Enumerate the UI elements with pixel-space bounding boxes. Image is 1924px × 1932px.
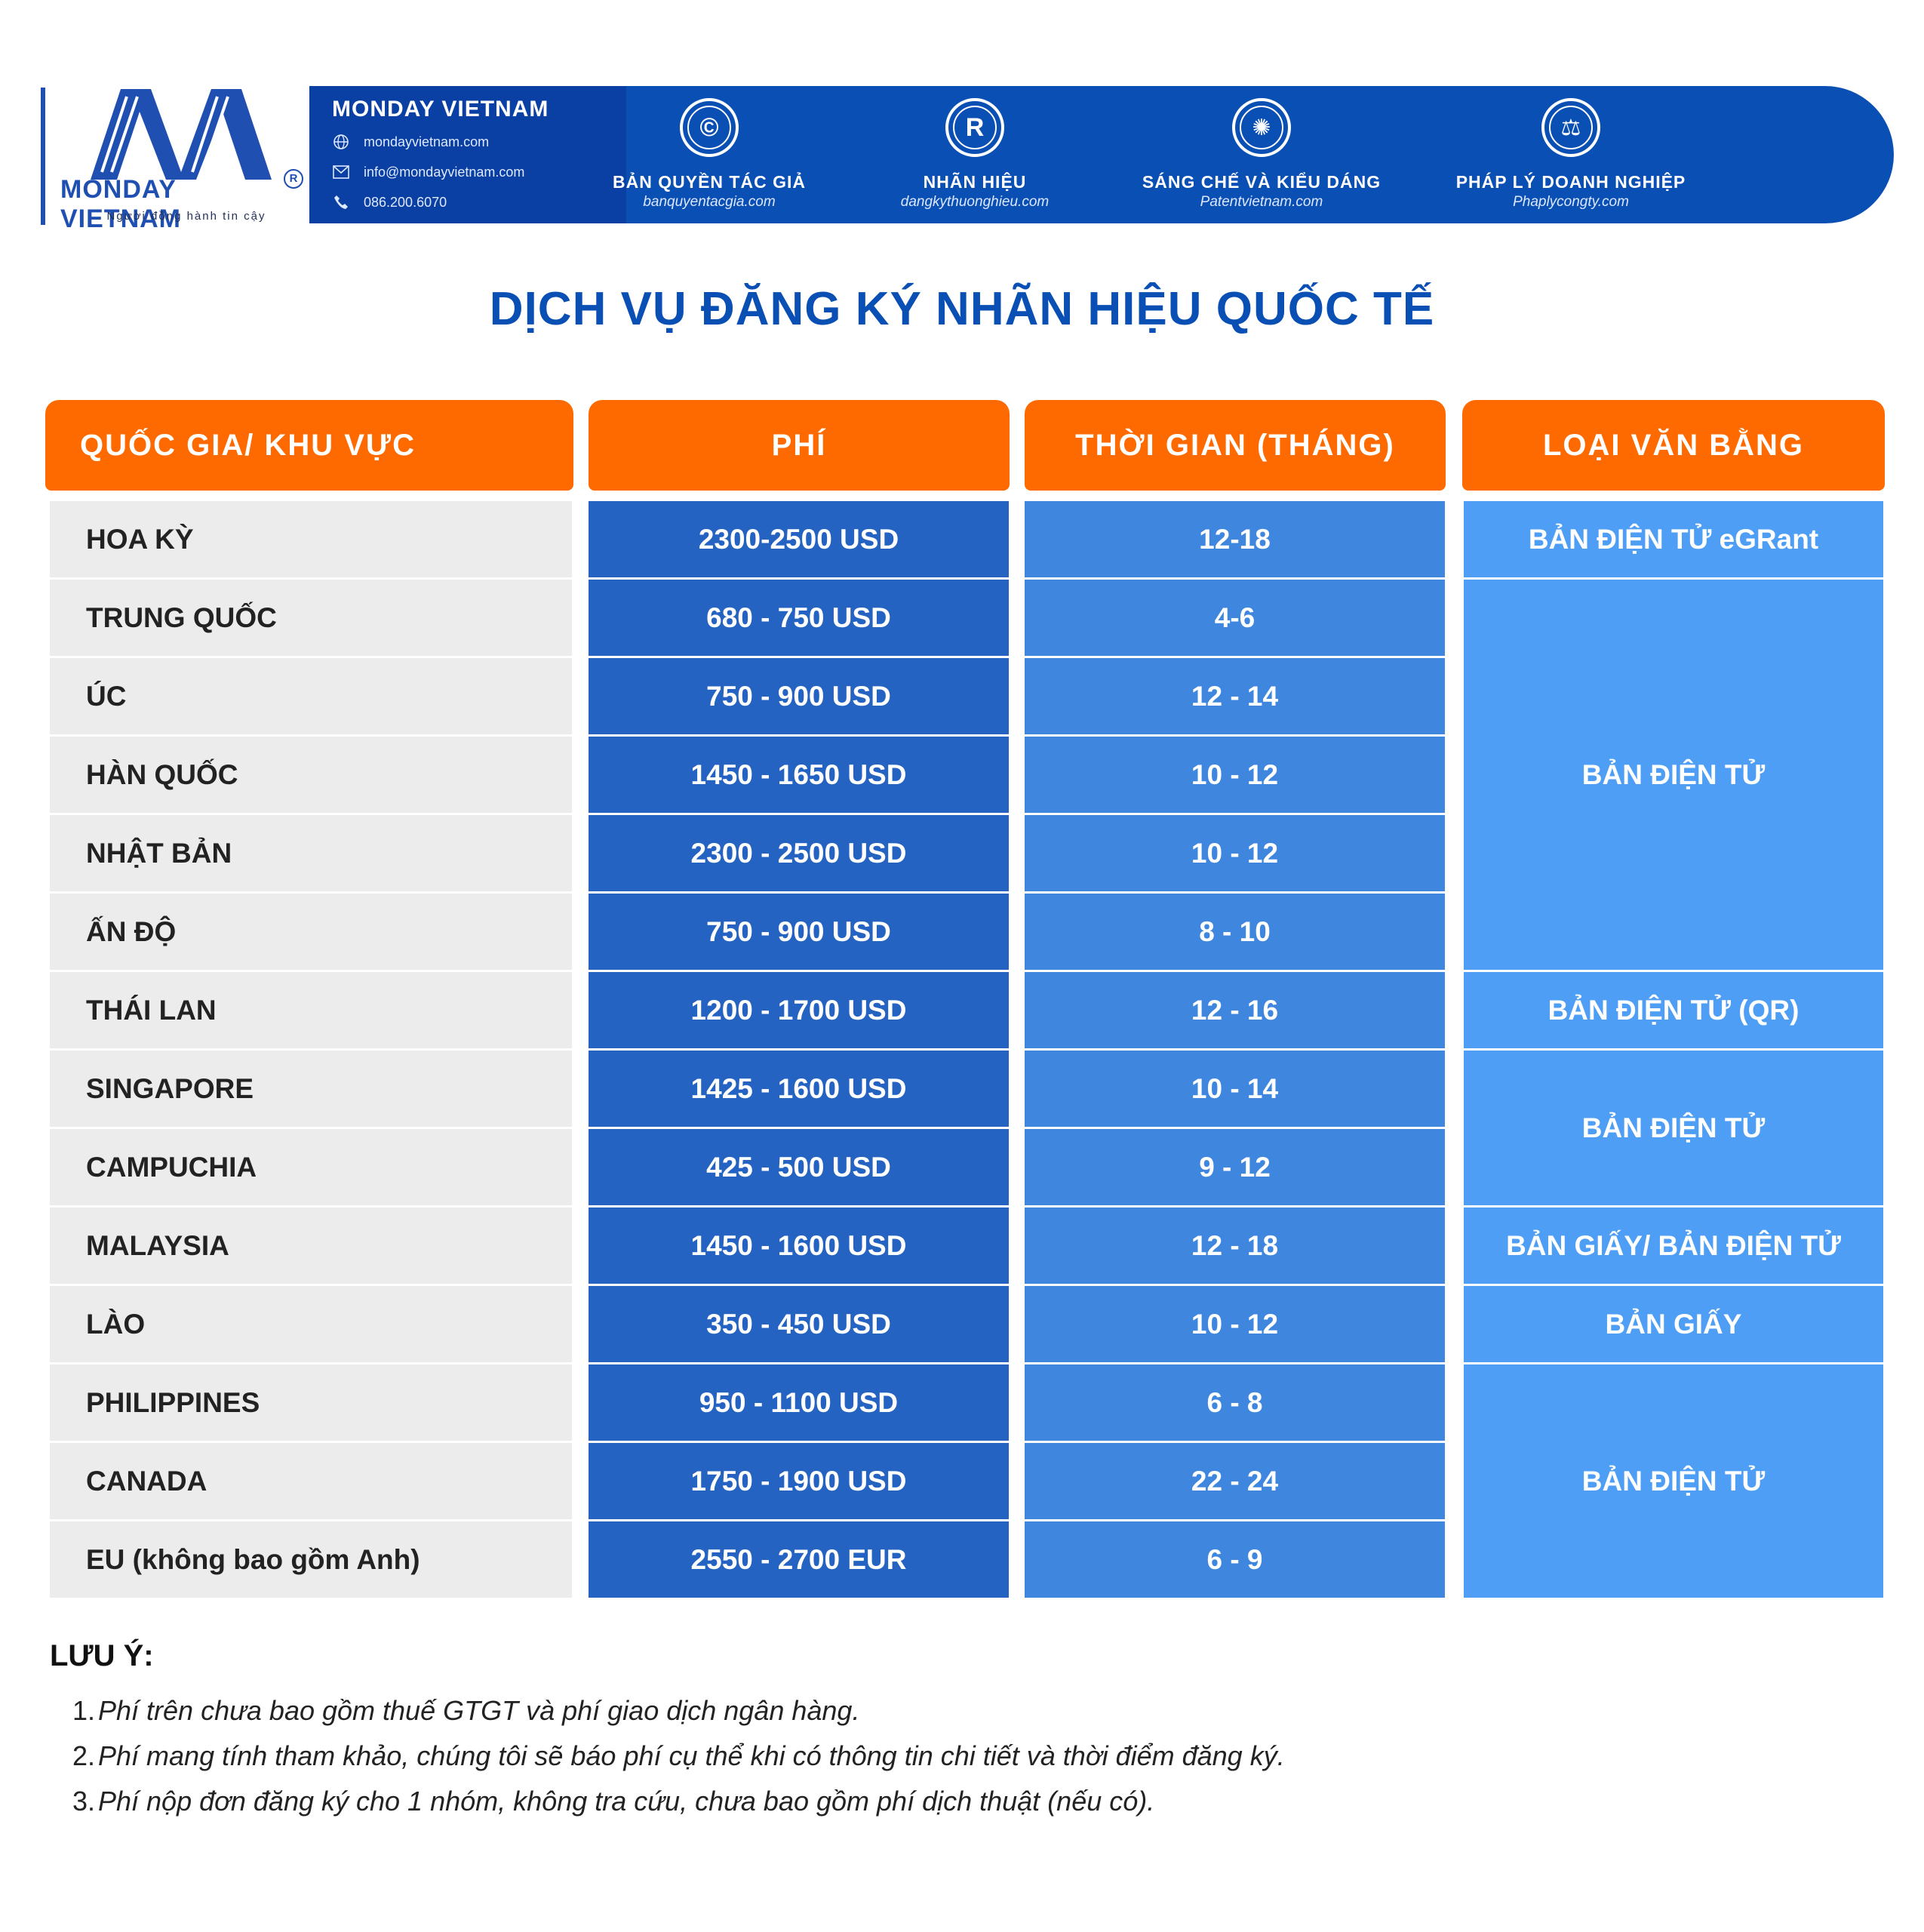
country-cell: HOA KỲ (50, 501, 572, 577)
globe-icon (332, 133, 350, 151)
registered-mark-icon: R (284, 169, 303, 189)
certificate-type-cell: BẢN ĐIỆN TỬ (1464, 580, 1883, 970)
country-cell: MALAYSIA (50, 1208, 572, 1284)
service-url: Phaplycongty.com (1513, 194, 1629, 210)
country-cell: THÁI LAN (50, 972, 572, 1048)
duration-cell: 9 - 12 (1025, 1129, 1445, 1205)
envelope-icon (332, 163, 350, 181)
service-copyright[interactable]: © BẢN QUYỀN TÁC GIẢ banquyentacgia.com (589, 98, 830, 211)
country-cell: SINGAPORE (50, 1051, 572, 1127)
fee-cell: 1750 - 1900 USD (589, 1443, 1009, 1519)
contact-website[interactable]: mondayvietnam.com (332, 133, 489, 151)
contact-phone[interactable]: 086.200.6070 (332, 193, 447, 211)
fee-cell: 1450 - 1600 USD (589, 1208, 1009, 1284)
country-cell: CAMPUCHIA (50, 1129, 572, 1205)
duration-cell: 8 - 10 (1025, 894, 1445, 970)
logo-name: MONDAY VIETNAM (60, 175, 181, 233)
logo-accent-bar (41, 88, 45, 225)
notes-title: LƯU Ý: (50, 1639, 154, 1672)
contact-email[interactable]: info@mondayvietnam.com (332, 163, 524, 181)
note-text: Phí nộp đơn đăng ký cho 1 nhóm, không tr… (98, 1786, 1155, 1817)
fee-cell: 425 - 500 USD (589, 1129, 1009, 1205)
duration-cell: 12 - 16 (1025, 972, 1445, 1048)
duration-cell: 10 - 12 (1025, 1286, 1445, 1362)
country-cell: EU (không bao gồm Anh) (50, 1521, 572, 1598)
contact-panel (309, 86, 626, 223)
logo-tagline: Người đồng hành tin cậy (106, 210, 266, 223)
column-header-country: QUỐC GIA/ KHU VỰC (45, 400, 573, 491)
duration-cell: 12 - 14 (1025, 658, 1445, 734)
fee-cell: 2550 - 2700 EUR (589, 1521, 1009, 1598)
monday-logo-icon (91, 89, 272, 180)
duration-cell: 22 - 24 (1025, 1443, 1445, 1519)
email-text: info@mondayvietnam.com (364, 164, 525, 180)
fee-cell: 1425 - 1600 USD (589, 1051, 1009, 1127)
country-cell: ÚC (50, 658, 572, 734)
page-title: DỊCH VỤ ĐĂNG KÝ NHÃN HIỆU QUỐC TẾ (489, 283, 1435, 335)
duration-cell: 6 - 8 (1025, 1364, 1445, 1441)
column-header-time: THỜI GIAN (THÁNG) (1025, 400, 1446, 491)
country-cell: NHẬT BẢN (50, 815, 572, 891)
fee-cell: 950 - 1100 USD (589, 1364, 1009, 1441)
service-legal[interactable]: ⚖ PHÁP LÝ DOANH NGHIỆP Phaplycongty.com (1450, 98, 1692, 211)
duration-cell: 6 - 9 (1025, 1521, 1445, 1598)
country-cell: ẤN ĐỘ (50, 894, 572, 970)
note-item: 3. Phí nộp đơn đăng ký cho 1 nhóm, không … (72, 1786, 1155, 1817)
duration-cell: 4-6 (1025, 580, 1445, 656)
service-patent[interactable]: ✺ SÁNG CHẾ VÀ KIỂU DÁNG Patentvietnam.co… (1141, 98, 1382, 211)
column-header-fee: PHÍ (589, 400, 1010, 491)
certificate-type-cell: BẢN ĐIỆN TỬ (QR) (1464, 972, 1883, 1048)
country-cell: LÀO (50, 1286, 572, 1362)
note-text: Phí mang tính tham khảo, chúng tôi sẽ bá… (98, 1740, 1285, 1771)
fee-cell: 750 - 900 USD (589, 894, 1009, 970)
fee-cell: 680 - 750 USD (589, 580, 1009, 656)
copyright-icon: © (680, 98, 739, 157)
service-name: NHÃN HIỆU (923, 172, 1027, 192)
certificate-type-cell: BẢN ĐIỆN TỬ eGRant (1464, 501, 1883, 577)
note-item: 2. Phí mang tính tham khảo, chúng tôi sẽ … (72, 1740, 1285, 1771)
country-cell: TRUNG QUỐC (50, 580, 572, 656)
phone-text: 086.200.6070 (364, 194, 447, 210)
banner-title: MONDAY VIETNAM (332, 97, 549, 122)
duration-cell: 10 - 14 (1025, 1051, 1445, 1127)
note-item: 1. Phí trên chưa bao gồm thuế GTGT và phí… (72, 1695, 860, 1726)
fee-cell: 2300 - 2500 USD (589, 815, 1009, 891)
service-name: SÁNG CHẾ VÀ KIỂU DÁNG (1142, 172, 1382, 192)
certificate-type-cell: BẢN GIẤY/ BẢN ĐIỆN TỬ (1464, 1208, 1883, 1284)
fee-cell: 350 - 450 USD (589, 1286, 1009, 1362)
registered-icon: R (945, 98, 1004, 157)
fee-cell: 1450 - 1650 USD (589, 737, 1009, 813)
certificate-type-cell: BẢN ĐIỆN TỬ (1464, 1364, 1883, 1598)
certificate-type-cell: BẢN ĐIỆN TỬ (1464, 1051, 1883, 1205)
service-name: PHÁP LÝ DOANH NGHIỆP (1455, 172, 1686, 192)
column-header-certificate: LOẠI VĂN BẰNG (1462, 400, 1885, 491)
certificate-type-cell: BẢN GIẤY (1464, 1286, 1883, 1362)
fee-cell: 1200 - 1700 USD (589, 972, 1009, 1048)
duration-cell: 10 - 12 (1025, 737, 1445, 813)
service-url: dangkythuonghieu.com (900, 194, 1050, 210)
lightbulb-icon: ✺ (1232, 98, 1291, 157)
scales-icon: ⚖ (1541, 98, 1600, 157)
website-text: mondayvietnam.com (364, 134, 490, 149)
duration-cell: 10 - 12 (1025, 815, 1445, 891)
country-cell: PHILIPPINES (50, 1364, 572, 1441)
phone-icon (332, 193, 350, 211)
fee-cell: 2300-2500 USD (589, 501, 1009, 577)
service-url: Patentvietnam.com (1200, 194, 1323, 210)
note-text: Phí trên chưa bao gồm thuế GTGT và phí g… (98, 1695, 860, 1726)
fee-cell: 750 - 900 USD (589, 658, 1009, 734)
country-cell: CANADA (50, 1443, 572, 1519)
country-cell: HÀN QUỐC (50, 737, 572, 813)
service-name: BẢN QUYỀN TÁC GIẢ (613, 172, 806, 192)
service-trademark[interactable]: R NHÃN HIỆU dangkythuonghieu.com (854, 98, 1096, 211)
duration-cell: 12-18 (1025, 501, 1445, 577)
service-url: banquyentacgia.com (643, 194, 776, 210)
duration-cell: 12 - 18 (1025, 1208, 1445, 1284)
